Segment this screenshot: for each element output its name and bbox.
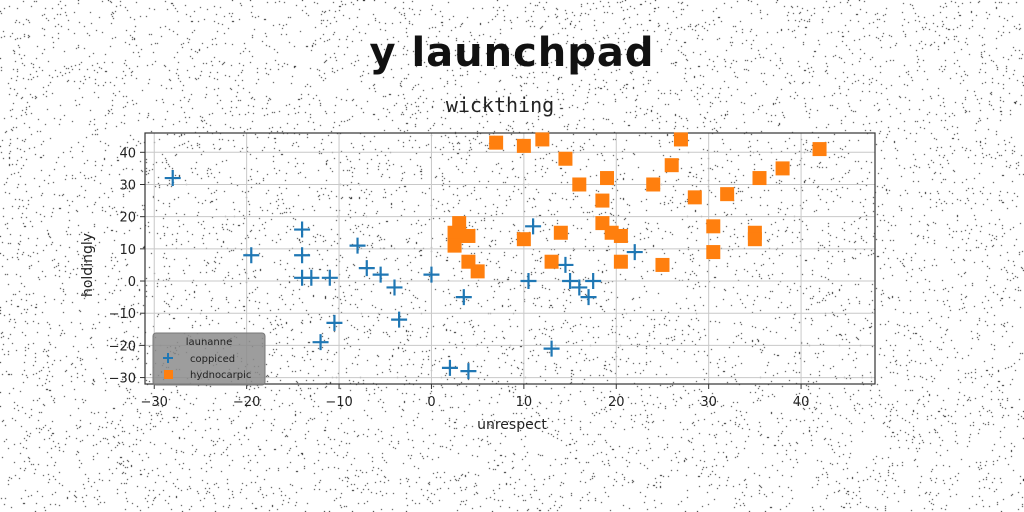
data-point-coppiced bbox=[164, 170, 181, 187]
figure-suptitle: y launchpad bbox=[369, 30, 655, 76]
data-point-hydnocarpic bbox=[535, 132, 550, 147]
axes-frame bbox=[144, 132, 876, 385]
x-tick-label: 0 bbox=[427, 395, 435, 410]
legend-label-hydnocarpic: hydnocarpic bbox=[190, 370, 251, 381]
data-point-coppiced bbox=[455, 289, 472, 306]
legend-entry-hydnocarpic: hydnocarpic bbox=[164, 370, 251, 381]
data-point-hydnocarpic bbox=[447, 225, 462, 240]
y-axis-ticks: −30 −20 −10 0 10 20 30 40 bbox=[109, 146, 145, 387]
data-point-coppiced bbox=[358, 260, 375, 277]
data-point-hydnocarpic bbox=[489, 135, 504, 150]
legend-label-coppiced: coppiced bbox=[190, 354, 235, 365]
data-point-hydnocarpic bbox=[655, 257, 670, 272]
series-hydnocarpic bbox=[447, 132, 827, 279]
data-point-hydnocarpic bbox=[572, 177, 587, 192]
data-point-coppiced bbox=[460, 363, 477, 380]
data-point-coppiced bbox=[520, 273, 537, 290]
data-point-hydnocarpic bbox=[673, 132, 688, 147]
data-point-hydnocarpic bbox=[600, 171, 615, 186]
data-point-hydnocarpic bbox=[720, 187, 735, 202]
x-axis-ticks: −30 −20 −10 0 10 20 30 40 bbox=[141, 384, 810, 410]
data-point-hydnocarpic bbox=[553, 225, 568, 240]
x-tick-label: −30 bbox=[141, 395, 168, 410]
data-point-hydnocarpic bbox=[544, 254, 559, 269]
data-point-coppiced bbox=[423, 266, 440, 283]
data-point-coppiced bbox=[580, 289, 597, 306]
x-tick-label: 10 bbox=[516, 395, 533, 410]
y-tick-label: −10 bbox=[109, 307, 136, 322]
data-point-coppiced bbox=[303, 269, 320, 286]
data-point-coppiced bbox=[571, 279, 588, 296]
data-point-hydnocarpic bbox=[664, 158, 679, 173]
data-point-hydnocarpic bbox=[516, 138, 531, 153]
y-tick-label: 10 bbox=[119, 243, 136, 258]
chart-title: wickthing bbox=[446, 93, 554, 117]
y-axis-label: holdingly bbox=[80, 233, 96, 297]
data-point-coppiced bbox=[391, 311, 408, 328]
y-tick-label: 0 bbox=[128, 275, 136, 290]
data-point-coppiced bbox=[349, 237, 366, 254]
y-tick-label: −30 bbox=[109, 372, 136, 387]
x-axis-label: unrespect bbox=[477, 417, 547, 433]
data-point-hydnocarpic bbox=[775, 161, 790, 176]
data-point-coppiced bbox=[321, 269, 338, 286]
legend-square-marker bbox=[164, 370, 173, 379]
data-point-coppiced bbox=[525, 218, 542, 235]
data-point-hydnocarpic bbox=[558, 151, 573, 166]
data-point-coppiced bbox=[243, 247, 260, 264]
legend-title: launanne bbox=[186, 337, 233, 348]
data-point-hydnocarpic bbox=[613, 228, 628, 243]
x-tick-label: 30 bbox=[700, 395, 717, 410]
data-point-coppiced bbox=[585, 273, 602, 290]
legend-plus-marker bbox=[163, 353, 173, 363]
data-point-coppiced bbox=[386, 279, 403, 296]
series-coppiced bbox=[164, 170, 643, 380]
legend: launanne coppiced hydnocarpic bbox=[152, 332, 266, 386]
data-point-coppiced bbox=[326, 314, 343, 331]
data-point-coppiced bbox=[312, 334, 329, 351]
data-point-coppiced bbox=[294, 221, 311, 238]
legend-box bbox=[152, 332, 266, 386]
data-point-coppiced bbox=[562, 273, 579, 290]
plot-area: wickthing −30 −20 −10 0 10 20 30 40 −30 −20 −10 0 1… bbox=[80, 93, 876, 433]
data-point-coppiced bbox=[372, 266, 389, 283]
data-point-hydnocarpic bbox=[470, 264, 485, 279]
data-point-hydnocarpic bbox=[516, 232, 531, 247]
y-tick-label: 40 bbox=[119, 146, 136, 161]
x-tick-label: 20 bbox=[608, 395, 625, 410]
data-point-hydnocarpic bbox=[461, 228, 476, 243]
data-point-coppiced bbox=[441, 359, 458, 376]
data-point-hydnocarpic bbox=[447, 238, 462, 253]
data-point-hydnocarpic bbox=[687, 190, 702, 205]
y-tick-label: 20 bbox=[119, 211, 136, 226]
data-point-hydnocarpic bbox=[706, 219, 721, 234]
x-tick-label: 40 bbox=[793, 395, 810, 410]
data-point-coppiced bbox=[626, 244, 643, 261]
data-point-coppiced bbox=[557, 256, 574, 273]
y-tick-label: 30 bbox=[119, 178, 136, 193]
legend-entry-coppiced: coppiced bbox=[163, 353, 235, 365]
data-marks bbox=[164, 132, 827, 380]
data-point-hydnocarpic bbox=[752, 171, 767, 186]
data-point-hydnocarpic bbox=[646, 177, 661, 192]
data-point-hydnocarpic bbox=[706, 245, 721, 260]
x-tick-label: −10 bbox=[325, 395, 352, 410]
x-tick-label: −20 bbox=[233, 395, 260, 410]
data-point-hydnocarpic bbox=[812, 142, 827, 157]
y-tick-label: −20 bbox=[109, 339, 136, 354]
data-point-coppiced bbox=[543, 340, 560, 357]
data-point-coppiced bbox=[294, 247, 311, 264]
data-point-hydnocarpic bbox=[747, 232, 762, 247]
data-point-hydnocarpic bbox=[613, 254, 628, 269]
data-point-hydnocarpic bbox=[595, 193, 610, 208]
